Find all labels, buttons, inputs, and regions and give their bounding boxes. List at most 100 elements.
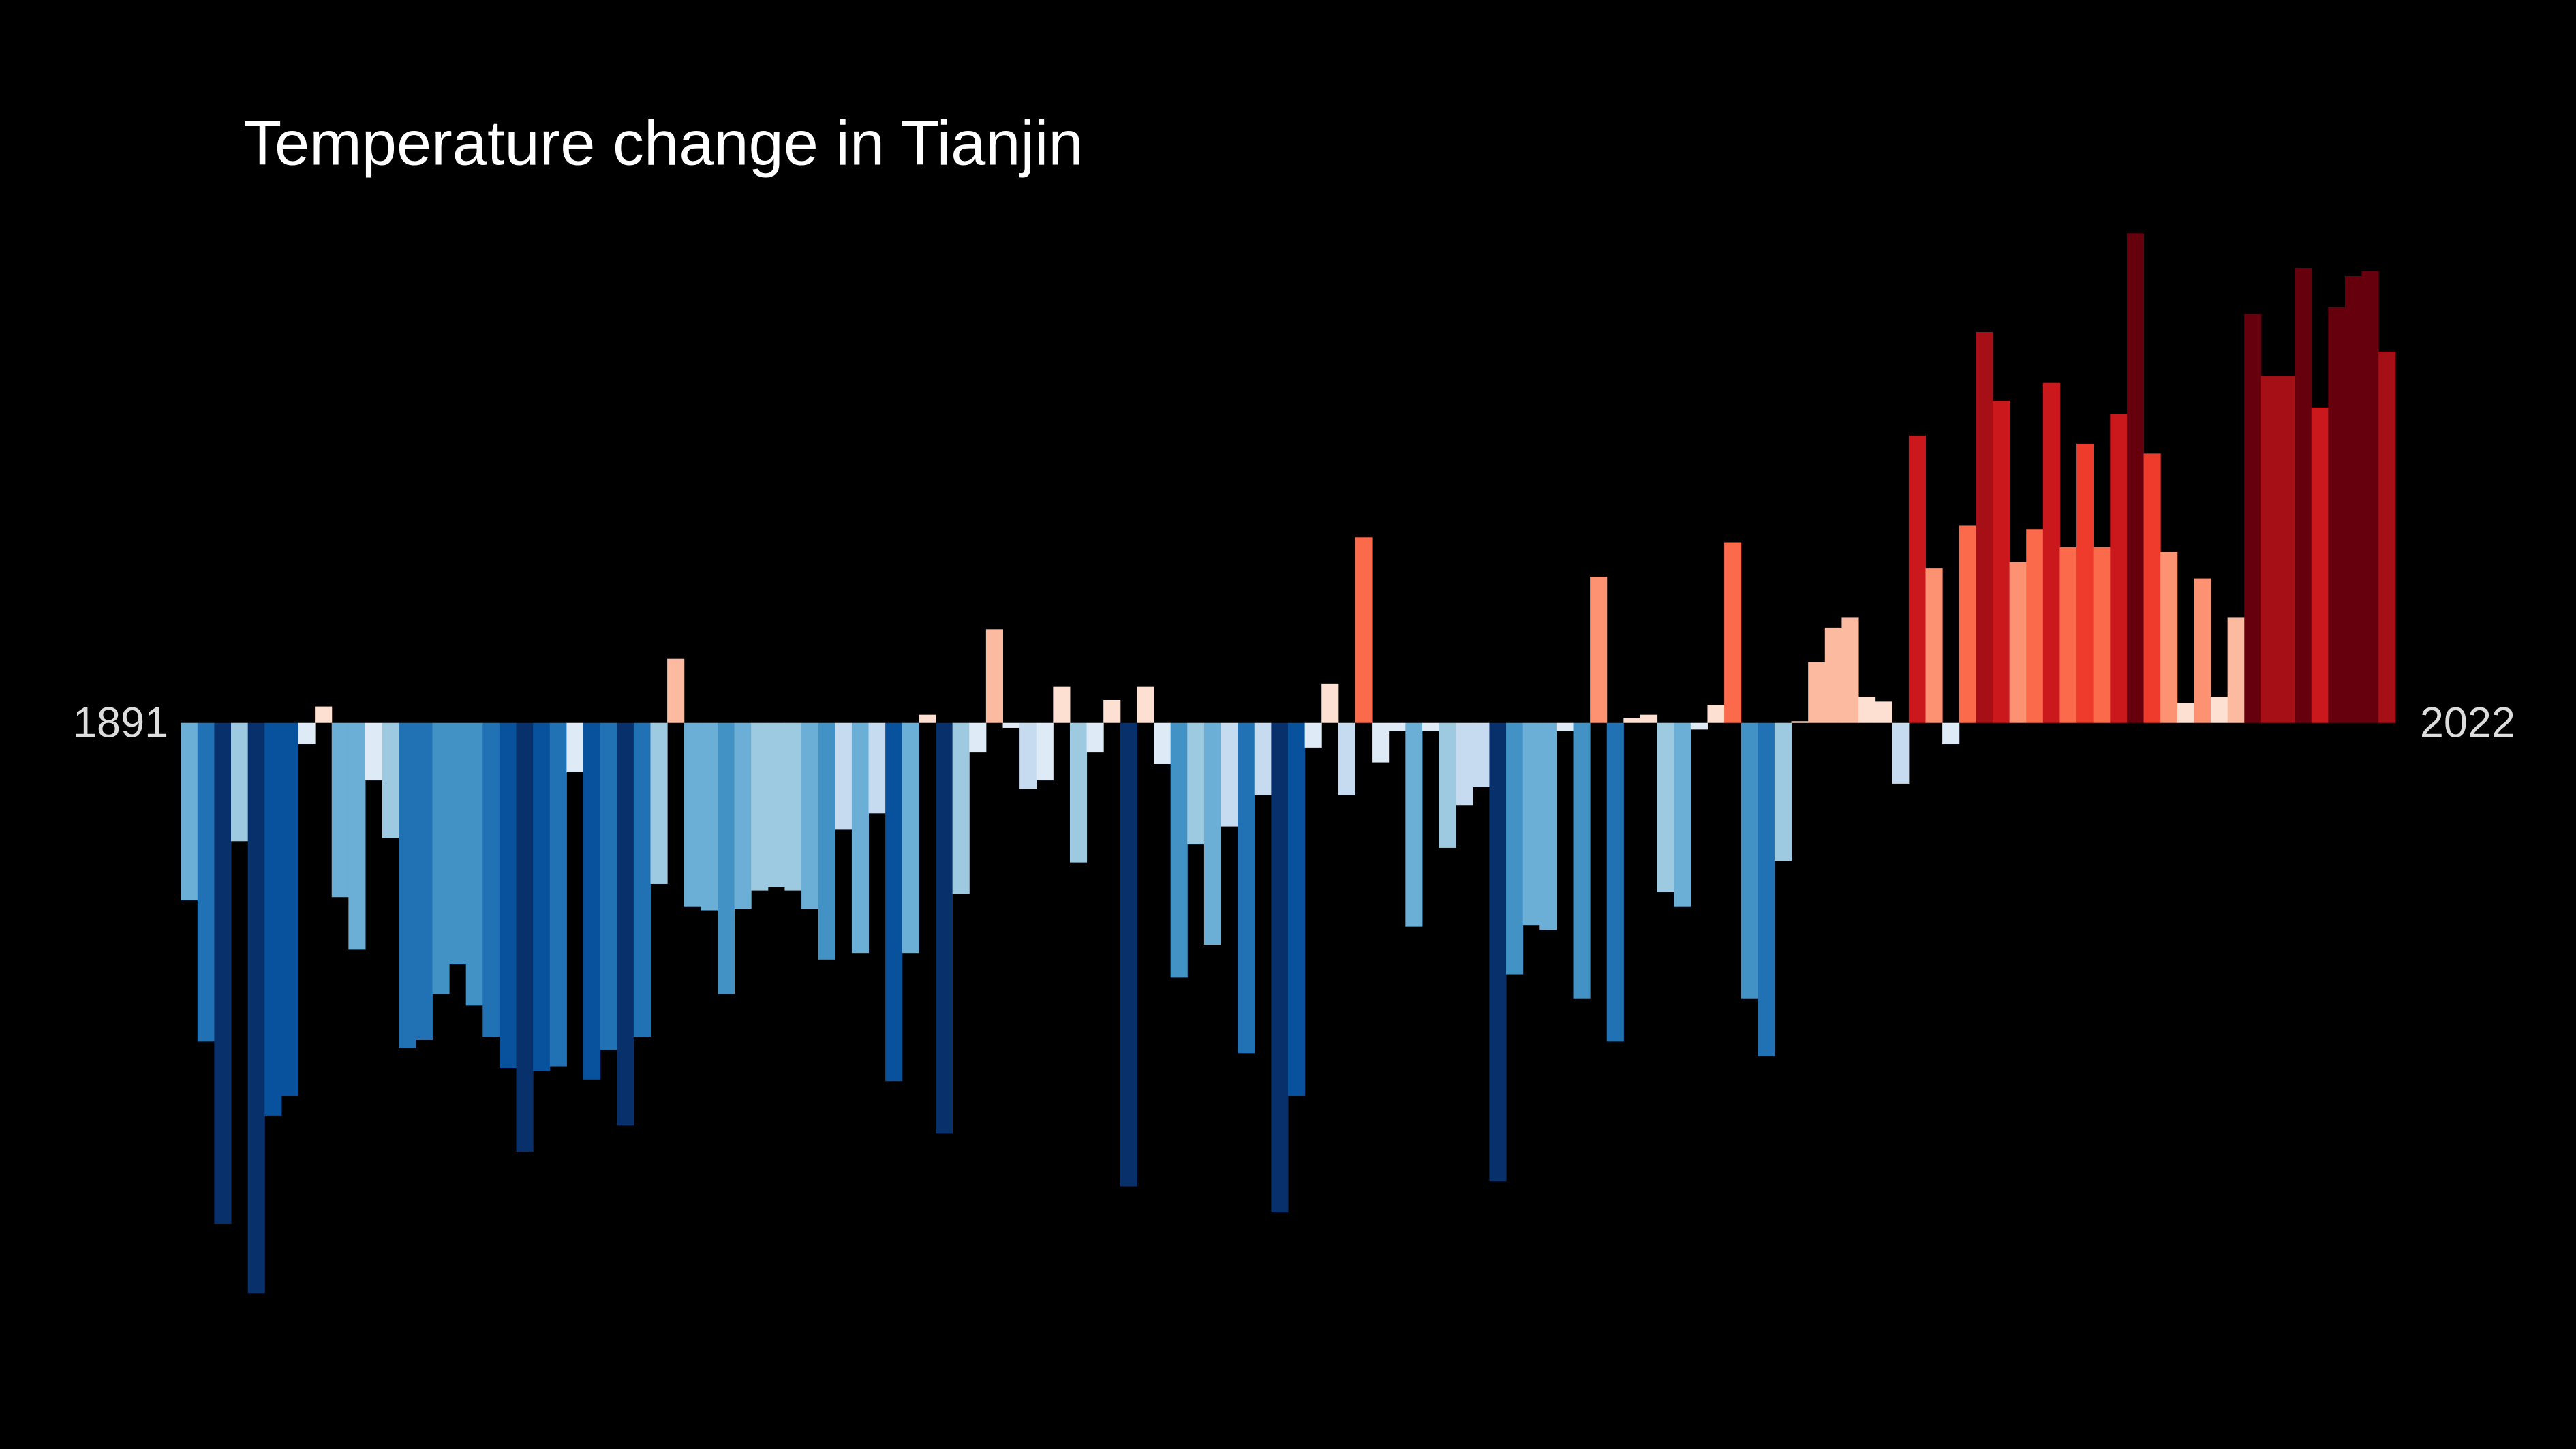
bar [432, 722, 450, 994]
bar [465, 722, 483, 1006]
bar [2260, 376, 2278, 723]
bar [2177, 703, 2194, 723]
bar [1590, 577, 1608, 723]
bar [1841, 617, 1859, 723]
bar [1338, 722, 1355, 795]
bar [1304, 722, 1322, 748]
bar [885, 722, 903, 1082]
bar [1959, 525, 1976, 723]
bar [449, 722, 467, 965]
bar [1858, 697, 1876, 723]
bar [1724, 542, 1742, 723]
bar [281, 722, 299, 1096]
bar [214, 722, 232, 1224]
x-tick-label: 1891 [73, 699, 168, 746]
bar [1942, 722, 1960, 745]
bar [969, 722, 987, 753]
bar [868, 722, 886, 814]
bar [1758, 722, 1775, 1057]
bar [1623, 718, 1641, 723]
bar [1606, 722, 1624, 1042]
bar [2378, 351, 2396, 723]
bar [902, 722, 919, 954]
bar [1103, 699, 1121, 723]
bar [633, 722, 651, 1037]
bar [919, 714, 936, 723]
bar [1238, 722, 1255, 1054]
bar [1154, 722, 1171, 764]
bar [348, 722, 366, 950]
bar [197, 722, 215, 1042]
bar [1774, 722, 1792, 861]
bar [231, 722, 249, 842]
bar [482, 722, 500, 1037]
bar [1254, 722, 1272, 795]
bar [1522, 722, 1540, 926]
bar [1489, 722, 1507, 1182]
bar [566, 722, 584, 773]
bar [415, 722, 433, 1040]
bar [247, 722, 265, 1294]
bar [600, 722, 617, 1050]
bar [1976, 331, 1993, 723]
bar [701, 722, 718, 911]
bar [1992, 401, 2010, 723]
bar [2194, 578, 2211, 723]
bar [2295, 267, 2312, 723]
bar [298, 722, 316, 745]
bar [516, 722, 534, 1152]
bar [1439, 722, 1456, 848]
bar [2361, 271, 2379, 723]
bar [1506, 722, 1524, 975]
bar [801, 722, 819, 909]
bar [1707, 705, 1725, 723]
bar [315, 706, 333, 723]
bar [1875, 701, 1892, 723]
bar [1690, 722, 1708, 730]
bar [2042, 382, 2060, 723]
bar [784, 722, 802, 891]
bar [751, 722, 769, 891]
bar [1019, 722, 1037, 789]
bar [1187, 722, 1205, 845]
bar [2009, 562, 2027, 723]
bar [1405, 722, 1423, 927]
bar [1069, 722, 1088, 863]
bar [2227, 617, 2245, 723]
bar [264, 722, 282, 1116]
bar [2278, 376, 2295, 723]
bar [331, 722, 349, 898]
bar [734, 722, 752, 909]
bar [2093, 547, 2111, 723]
bar [2110, 414, 2128, 723]
bar [684, 722, 701, 907]
bar [1674, 722, 1691, 907]
bar [549, 722, 567, 1067]
bar [952, 722, 970, 894]
bar [1271, 722, 1289, 1213]
bar [2143, 453, 2161, 723]
bar [1892, 722, 1910, 784]
bar [1288, 722, 1306, 1096]
bar [985, 629, 1003, 723]
bar [1657, 722, 1674, 893]
bar [1086, 722, 1104, 753]
bar [2026, 529, 2044, 723]
bar [2328, 307, 2346, 723]
bar [1556, 722, 1574, 731]
bar [617, 722, 634, 1126]
bar [533, 722, 551, 1071]
bar [1221, 722, 1238, 827]
bar [717, 722, 735, 994]
bar [2211, 697, 2228, 723]
bar [2076, 443, 2094, 723]
bar [1388, 722, 1406, 731]
bar [1808, 662, 1826, 723]
bar [2244, 314, 2262, 723]
bar [2126, 233, 2145, 723]
bar [1824, 627, 1842, 723]
bar [851, 722, 870, 954]
bar [1321, 683, 1339, 723]
bar [2059, 547, 2077, 723]
bar [1472, 722, 1490, 787]
